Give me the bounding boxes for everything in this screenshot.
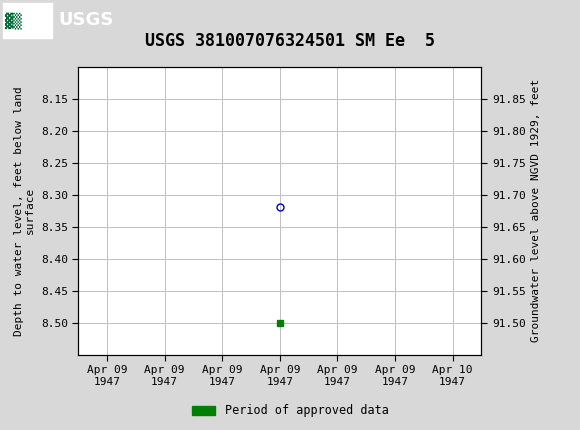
Legend: Period of approved data: Period of approved data	[187, 399, 393, 422]
Y-axis label: Groundwater level above NGVD 1929, feet: Groundwater level above NGVD 1929, feet	[531, 79, 541, 342]
Y-axis label: Depth to water level, feet below land
surface: Depth to water level, feet below land su…	[14, 86, 35, 335]
Text: USGS 381007076324501 SM Ee  5: USGS 381007076324501 SM Ee 5	[145, 32, 435, 50]
Bar	[3, 3, 52, 37]
Text: USGS: USGS	[58, 12, 113, 29]
Text: ▓▒: ▓▒	[5, 12, 21, 29]
